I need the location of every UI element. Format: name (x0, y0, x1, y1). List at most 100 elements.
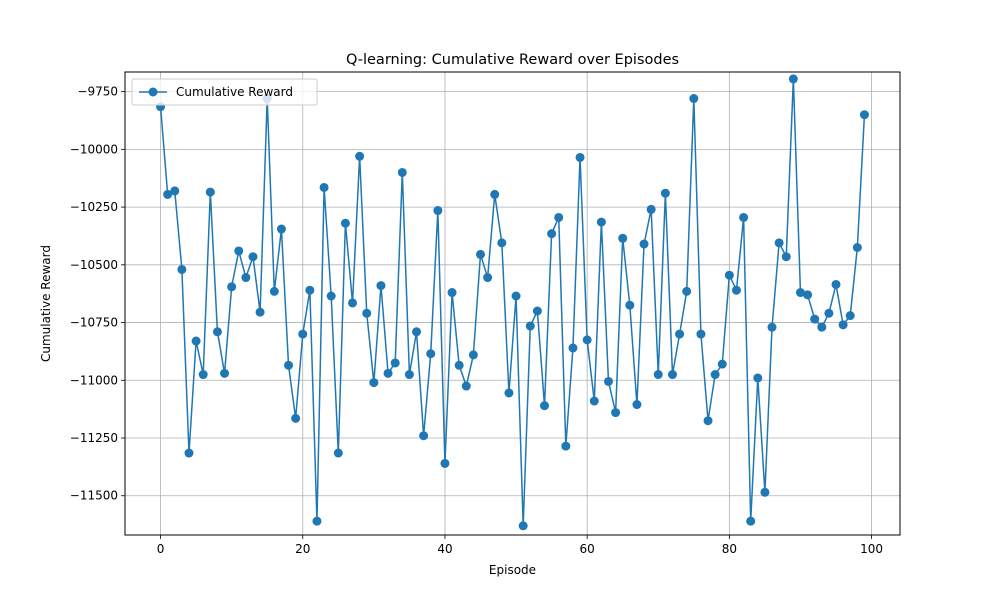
data-point (241, 273, 251, 283)
data-point (739, 212, 749, 222)
data-point (561, 441, 571, 451)
y-tick-label: −11000 (70, 373, 118, 387)
data-point (810, 314, 820, 324)
data-point (205, 187, 215, 197)
data-point (276, 224, 286, 234)
data-point (803, 290, 813, 300)
x-tick-label: 60 (580, 542, 595, 556)
data-point (596, 217, 606, 227)
y-tick-label: −10000 (70, 142, 118, 156)
series-layer (156, 74, 869, 531)
data-point (362, 308, 372, 318)
data-point (177, 264, 187, 274)
data-point (731, 285, 741, 295)
legend-marker-swatch (148, 87, 158, 97)
data-point (191, 336, 201, 346)
x-tick-label: 100 (860, 542, 883, 556)
data-point (660, 188, 670, 198)
y-ticks: −9750 −10000 −10250 −10500 −10750 −11000 −1125… (70, 85, 125, 503)
data-point (220, 368, 230, 378)
y-axis-label: Cumulative Reward (39, 245, 53, 362)
data-point (532, 306, 542, 316)
data-point (291, 413, 301, 423)
data-point (483, 273, 493, 283)
data-point (717, 359, 727, 369)
data-point (433, 206, 443, 216)
data-point (248, 252, 258, 262)
data-point (831, 279, 841, 289)
data-point (348, 298, 358, 308)
data-point (504, 388, 514, 398)
data-point (625, 300, 635, 310)
data-point (461, 381, 471, 391)
data-point (319, 182, 329, 192)
data-point (611, 408, 621, 418)
data-point (589, 396, 599, 406)
data-point (490, 189, 500, 199)
data-point (184, 448, 194, 458)
data-point (667, 370, 677, 380)
data-point (575, 152, 585, 162)
data-point (675, 329, 685, 339)
data-point (788, 74, 798, 84)
data-point (298, 329, 308, 339)
chart-title: Q-learning: Cumulative Reward over Episo… (346, 52, 679, 68)
data-point (163, 189, 173, 199)
data-point (312, 516, 322, 526)
data-point (198, 370, 208, 380)
data-point (696, 329, 706, 339)
y-tick-label: −11500 (70, 489, 118, 503)
data-point (540, 401, 549, 411)
y-tick-label: −11250 (70, 431, 118, 445)
y-tick-label: −10750 (70, 316, 118, 330)
data-point (547, 229, 557, 239)
data-point (170, 186, 180, 196)
data-point (795, 288, 805, 298)
data-point (234, 246, 244, 256)
grid-lines (125, 72, 900, 535)
data-point (383, 368, 393, 378)
data-point (440, 458, 450, 468)
data-point (419, 431, 429, 441)
legend-entry-label: Cumulative Reward (176, 85, 293, 99)
x-axis-label: Episode (489, 563, 536, 577)
data-point (326, 291, 336, 301)
data-point (376, 281, 386, 291)
data-point (390, 358, 400, 368)
data-point (703, 416, 713, 426)
data-point (767, 322, 777, 332)
data-point (653, 370, 663, 380)
data-point (639, 239, 649, 249)
x-ticks: 0 20 40 60 80 100 (157, 535, 883, 556)
x-tick-label: 80 (722, 542, 737, 556)
data-point (646, 204, 656, 214)
data-point (859, 110, 869, 120)
data-point (447, 288, 457, 298)
data-point (632, 400, 642, 410)
data-point (476, 249, 485, 259)
data-point (227, 282, 237, 292)
data-point (333, 448, 343, 458)
data-point (603, 376, 613, 386)
data-point (468, 350, 478, 360)
data-point (412, 327, 422, 337)
x-tick-label: 40 (437, 542, 452, 556)
y-tick-label: −9750 (77, 85, 118, 99)
series-line (159, 78, 866, 527)
data-point (582, 335, 592, 345)
data-point (369, 378, 379, 388)
data-point (454, 360, 464, 370)
data-point (518, 521, 528, 531)
data-point (710, 370, 720, 380)
plot-frame (124, 71, 901, 536)
data-point (852, 243, 862, 252)
data-point (525, 321, 535, 331)
data-point (724, 270, 734, 280)
data-point (753, 373, 763, 383)
data-point (554, 212, 564, 222)
legend-box (131, 78, 318, 106)
data-point (838, 320, 848, 330)
data-point (781, 252, 791, 262)
data-point (340, 218, 350, 228)
